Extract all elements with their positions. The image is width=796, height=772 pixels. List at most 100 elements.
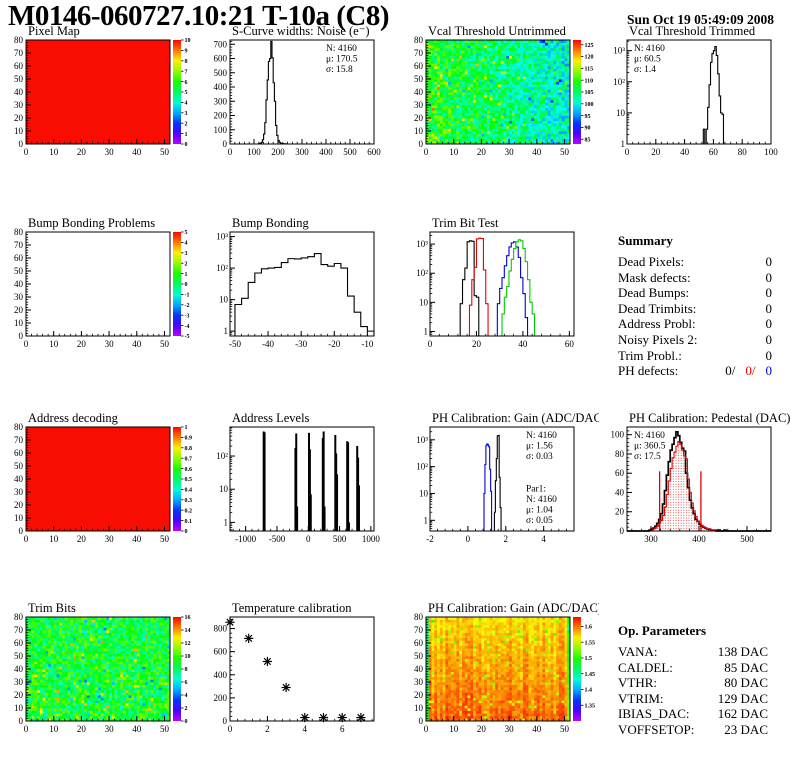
summary-row: Dead Pixels: 0 bbox=[618, 254, 772, 270]
svg-text:400: 400 bbox=[214, 82, 228, 92]
summary-row: Dead Trimbits: 0 bbox=[618, 301, 772, 317]
plot-frame bbox=[626, 39, 772, 145]
svg-text:500: 500 bbox=[740, 534, 754, 544]
svg-text:4: 4 bbox=[185, 241, 188, 247]
op-param-value: 138 DAC bbox=[717, 644, 768, 659]
svg-text:50: 50 bbox=[160, 534, 170, 544]
svg-text:1: 1 bbox=[185, 272, 188, 278]
chart-title: Trim Bit Test bbox=[432, 218, 499, 230]
op-param-label: VTRIM: bbox=[618, 690, 664, 706]
summary-label: Trim Probl.: bbox=[618, 347, 682, 363]
svg-text:0.1: 0.1 bbox=[185, 519, 193, 525]
svg-text:400: 400 bbox=[692, 534, 706, 544]
svg-text:50: 50 bbox=[414, 74, 424, 84]
svg-text:10: 10 bbox=[14, 126, 24, 136]
plot-frame bbox=[229, 426, 375, 532]
svg-text:40: 40 bbox=[132, 534, 142, 544]
svg-text:3: 3 bbox=[185, 251, 188, 257]
op-param-value: 23 DAC bbox=[724, 721, 768, 737]
plot-addr-levels: Address Levels -1000 -500 0 500 1000 1 10 10² bbox=[216, 413, 380, 544]
chart-title: Trim Bits bbox=[28, 603, 76, 615]
op-param-label: IBIAS_DAC: bbox=[618, 706, 690, 722]
chart-ph-calibration-pedestal: PH Calibration: Pedestal (DAC) 300 400 500 0… bbox=[597, 413, 796, 565]
svg-text:30: 30 bbox=[505, 147, 515, 157]
svg-text:70: 70 bbox=[14, 240, 24, 250]
svg-text:10³: 10³ bbox=[416, 239, 428, 249]
svg-text:0: 0 bbox=[228, 147, 233, 157]
colorbar bbox=[173, 232, 181, 336]
svg-text:-3: -3 bbox=[185, 313, 190, 319]
series-0 bbox=[430, 434, 574, 532]
svg-text:0: 0 bbox=[625, 147, 630, 157]
svg-text:-40: -40 bbox=[262, 339, 274, 349]
series-0 bbox=[230, 252, 375, 337]
svg-text:30: 30 bbox=[14, 487, 24, 497]
ph-defects-value-2: 0/ bbox=[745, 363, 756, 379]
svg-text:-20: -20 bbox=[328, 339, 340, 349]
svg-text:60: 60 bbox=[615, 468, 625, 478]
op-parameters-rows: VANA: 138 DAC CALDEL: 85 DAC VTHR: 80 DAC VTRI… bbox=[618, 644, 768, 738]
svg-text:μ: 60.5: μ: 60.5 bbox=[634, 55, 661, 65]
chart-trim-bit-test: Trim Bit Test 0 20 40 60 1 10 10² 10³ bbox=[400, 218, 599, 370]
plot-frame bbox=[229, 616, 375, 722]
svg-text:100: 100 bbox=[611, 430, 625, 440]
svg-text:5: 5 bbox=[185, 90, 188, 96]
summary-value: 0 bbox=[765, 316, 773, 332]
plot-trim-bit-test: Trim Bit Test 0 20 40 60 1 10 10² 10³ bbox=[416, 218, 575, 349]
svg-text:10: 10 bbox=[616, 108, 626, 118]
svg-text:10: 10 bbox=[219, 484, 229, 494]
series-1 bbox=[430, 237, 574, 337]
svg-text:0.9: 0.9 bbox=[185, 436, 193, 442]
svg-text:0.4: 0.4 bbox=[185, 488, 193, 494]
summary-value: 0 bbox=[765, 254, 773, 269]
ph-defects-value-3: 0 bbox=[765, 363, 773, 379]
svg-text:40: 40 bbox=[680, 147, 690, 157]
svg-text:N: 4160: N: 4160 bbox=[526, 431, 557, 441]
svg-text:0: 0 bbox=[223, 139, 228, 149]
svg-text:1: 1 bbox=[424, 515, 429, 525]
svg-text:0: 0 bbox=[428, 339, 433, 349]
svg-text:0: 0 bbox=[19, 139, 24, 149]
plot-frame bbox=[25, 231, 171, 337]
svg-text:10: 10 bbox=[449, 147, 459, 157]
svg-text:0.2: 0.2 bbox=[185, 508, 193, 514]
svg-text:3: 3 bbox=[185, 111, 188, 117]
svg-text:-2: -2 bbox=[426, 534, 434, 544]
svg-text:30: 30 bbox=[105, 534, 115, 544]
colorbar bbox=[173, 40, 181, 144]
svg-text:0: 0 bbox=[306, 534, 311, 544]
svg-text:20: 20 bbox=[615, 507, 625, 517]
svg-text:40: 40 bbox=[14, 87, 24, 97]
chart-title: Vcal Threshold Trimmed bbox=[629, 26, 756, 38]
op-param-row: VTRIM: 129 DAC bbox=[618, 691, 768, 707]
svg-text:4: 4 bbox=[185, 101, 188, 107]
ph-defects-value-1: 0/ bbox=[725, 363, 736, 379]
plot-pixel-map: Pixel Map 0 1 2 3 4 5 6 7 8 9 10 0 10 20 30 40 50 0 10 20 30 4… bbox=[14, 26, 191, 157]
op-parameters-title: Op. Parameters bbox=[618, 623, 707, 638]
svg-text:20: 20 bbox=[414, 113, 424, 123]
plot-vcal-trimmed: Vcal Threshold Trimmed 0 20 40 60 80 100 1 10 10²… bbox=[613, 26, 778, 157]
svg-text:N: 4160: N: 4160 bbox=[326, 44, 357, 54]
svg-text:1: 1 bbox=[224, 326, 229, 336]
svg-text:N: 4160: N: 4160 bbox=[526, 495, 557, 505]
svg-text:60: 60 bbox=[565, 339, 575, 349]
svg-text:60: 60 bbox=[14, 61, 24, 71]
chart-address-levels: Address Levels -1000 -500 0 500 1000 1 10 10² bbox=[200, 413, 399, 565]
svg-text:70: 70 bbox=[414, 48, 424, 58]
svg-text:μ: 360.5: μ: 360.5 bbox=[634, 442, 666, 452]
summary-value: 0 bbox=[765, 269, 773, 285]
svg-text:40: 40 bbox=[14, 279, 24, 289]
svg-text:700: 700 bbox=[214, 39, 228, 49]
svg-text:10²: 10² bbox=[416, 462, 428, 472]
op-param-row: VOFFSETOP: 23 DAC bbox=[618, 722, 768, 738]
svg-text:40: 40 bbox=[132, 147, 142, 157]
plot-vcal-untrimmed: Vcal Threshold Untrimmed8590951001051101… bbox=[414, 26, 594, 157]
op-param-label: VTHR: bbox=[618, 675, 657, 691]
op-param-row: VANA: 138 DAC bbox=[618, 644, 768, 660]
chart-scurve-noise: S-Curve widths: Noise (e⁻) 0 100 200 300 400 5… bbox=[200, 26, 399, 178]
svg-text:8: 8 bbox=[185, 59, 188, 65]
svg-text:30: 30 bbox=[105, 147, 115, 157]
